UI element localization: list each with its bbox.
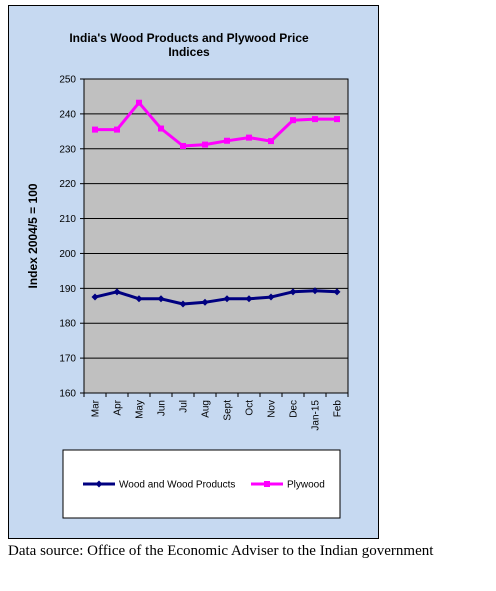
series-1-point xyxy=(333,288,341,296)
chart-title-line-1: India's Wood Products and Plywood Price xyxy=(69,31,309,45)
plot-area xyxy=(83,78,349,394)
series-1-point xyxy=(245,295,253,303)
series-1-point xyxy=(135,295,143,303)
legend-label-1: Wood and Wood Products xyxy=(119,480,235,491)
x-tick-label-mar: Mar xyxy=(91,399,102,417)
series-2-point xyxy=(290,117,296,124)
series-1-point xyxy=(311,287,319,295)
legend-marker-2 xyxy=(264,481,270,487)
series-2-point xyxy=(312,116,318,123)
data-source-caption: Data source: Office of the Economic Advi… xyxy=(8,543,434,559)
series-1-point xyxy=(157,295,165,303)
x-tick-label-sept: Sept xyxy=(223,400,234,421)
series-2-point xyxy=(202,141,208,148)
x-tick-label-apr: Apr xyxy=(113,399,124,415)
series-2-point xyxy=(334,116,340,123)
x-axis-ticks: Mar Apr May Jun Jul Aug Sept Oct Nov Dec Jan-15 Feb xyxy=(83,393,349,431)
line-chart: India's Wood Products and Plywood Price … xyxy=(26,31,349,519)
y-tick-label-180: 180 xyxy=(59,319,76,330)
y-tick-label-230: 230 xyxy=(59,144,76,155)
x-tick-label-oct: Oct xyxy=(245,400,256,416)
y-tick-label-240: 240 xyxy=(59,109,76,120)
series-2-point xyxy=(268,138,274,145)
series-2-point xyxy=(158,125,164,132)
x-tick-label-may: May xyxy=(135,400,146,419)
series-1-point xyxy=(201,298,209,306)
y-tick-label-170: 170 xyxy=(59,354,76,365)
y-tick-label-190: 190 xyxy=(59,284,76,295)
chart-title-line-2: Indices xyxy=(168,45,210,59)
series-1-point xyxy=(223,295,231,303)
series-1-point xyxy=(91,293,99,301)
legend-marker-1 xyxy=(95,480,103,488)
y-tick-label-220: 220 xyxy=(59,179,76,190)
series-2-point xyxy=(180,142,186,149)
legend-label-2: Plywood xyxy=(287,480,325,491)
y-tick-label-160: 160 xyxy=(59,389,76,400)
x-tick-label-jul: Jul xyxy=(179,400,190,413)
x-tick-label-jun: Jun xyxy=(157,400,168,416)
series-2-point xyxy=(246,134,252,141)
series-1-point xyxy=(267,293,275,301)
y-axis-label: Index 2004/5 = 100 xyxy=(26,183,40,288)
x-tick-label-feb: Feb xyxy=(333,400,344,418)
x-tick-label-jan-15: Jan-15 xyxy=(311,400,322,431)
x-tick-label-nov: Nov xyxy=(267,400,278,418)
y-axis-ticks: 160 170 180 190 200 210 220 230 240 250 xyxy=(59,75,84,400)
series-2-point xyxy=(114,126,120,133)
y-tick-label-250: 250 xyxy=(59,75,76,86)
series-2-point xyxy=(224,137,230,144)
series-1-point xyxy=(113,288,121,296)
x-tick-label-aug: Aug xyxy=(201,400,212,418)
gridlines xyxy=(84,113,348,359)
y-tick-label-210: 210 xyxy=(59,214,76,225)
series-line-1 xyxy=(93,289,339,306)
series-2-point xyxy=(136,99,142,106)
x-tick-label-dec: Dec xyxy=(289,400,300,418)
chart-frame: India's Wood Products and Plywood Price … xyxy=(8,5,379,539)
series-1-point xyxy=(179,300,187,308)
series-lines xyxy=(91,99,341,308)
series-2-point xyxy=(92,126,98,133)
series-1-point xyxy=(289,288,297,296)
series-line-2 xyxy=(93,101,339,148)
y-tick-label-200: 200 xyxy=(59,249,76,260)
legend: Wood and Wood Products Plywood xyxy=(83,480,325,491)
